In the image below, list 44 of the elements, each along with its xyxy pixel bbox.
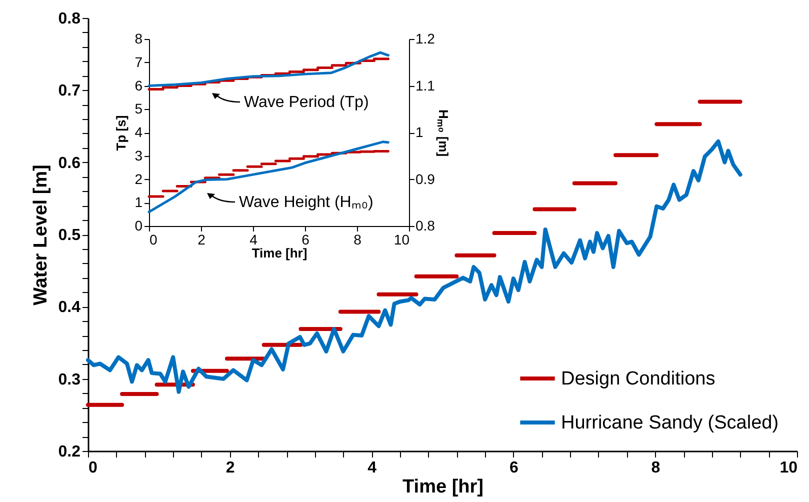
y-tick-label: 0.4 [58,299,81,316]
y-tick-label: 0.6 [58,154,81,172]
y-axis-title: Water Level [m] [30,164,52,306]
x-tick-label: 6 [302,232,310,248]
line-series [148,51,390,87]
y-tick-label: 3 [134,147,143,164]
legend-label: Hurricane Sandy (Scaled) [561,412,779,434]
y-tick-label: 0.3 [58,371,81,388]
x-tick-label: 6 [509,460,518,476]
y2-axis-title: Hₘ₀ [m] [436,109,451,157]
x-tick-label: 10 [780,460,798,476]
y-tick-label: 8 [134,30,143,46]
x-tick-label: 0 [88,460,98,476]
line-series [148,140,390,214]
x-tick-label: 2 [226,460,235,476]
y-tick-label: 0.2 [58,444,81,460]
y2-tick-label: 1.2 [416,30,436,46]
annotation: Wave Period (Tp) [244,94,369,112]
y2-tick-label: 0.9 [416,170,436,187]
y2-tick-label: 0.8 [416,218,436,234]
x-axis-title: Time [hr] [252,246,308,260]
y-tick-label: 0.8 [58,10,81,28]
y-tick-label: 0.5 [58,227,81,244]
x-tick-label: 4 [250,232,258,248]
x-tick-label: 0 [150,232,158,248]
y-tick-label: 1 [134,194,143,210]
y-tick-label: 2 [134,170,143,187]
y-axis-title: Tp [s] [114,115,129,151]
y-tick-label: 5 [134,100,143,117]
x-tick-label: 10 [394,232,410,248]
y-tick-label: 4 [134,124,143,140]
x-tick-label: 8 [651,460,660,476]
y-tick-label: 7 [134,54,143,70]
legend-label: Design Conditions [561,368,716,390]
x-tick-label: 4 [368,460,377,476]
x-tick-label: 8 [354,232,362,248]
y2-tick-label: 1.1 [416,77,436,94]
y-tick-label: 0 [134,218,143,234]
x-axis-title: Time [hr] [402,476,484,498]
y-tick-label: 6 [134,77,143,94]
y2-tick-label: 1 [416,124,424,140]
x-tick-label: 2 [198,232,206,248]
annotation: Wave Height (Hₘ₀) [239,194,374,212]
y-tick-label: 0.7 [58,82,81,100]
